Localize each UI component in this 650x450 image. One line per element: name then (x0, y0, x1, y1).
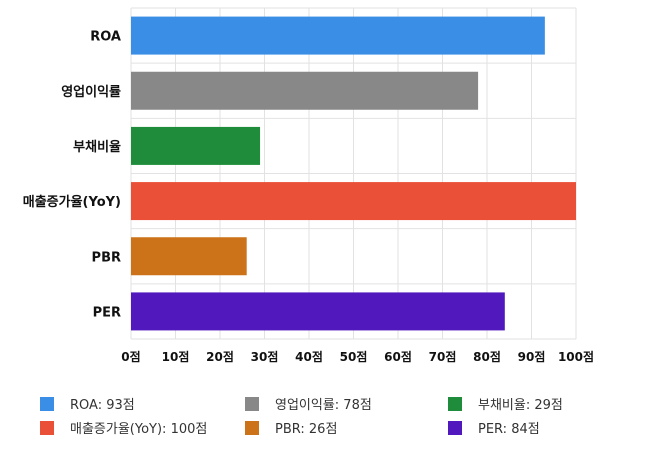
category-label: 부채비율 (73, 139, 121, 155)
x-tick-label: 80점 (473, 349, 501, 364)
legend-item: PER: 84점 (448, 418, 540, 437)
legend-label: ROA: 93점 (70, 398, 135, 413)
x-tick-label: 90점 (518, 349, 546, 364)
x-tick-label: 50점 (340, 349, 368, 364)
legend-swatch (245, 396, 259, 411)
category-label: 매출증가율(YoY) (23, 194, 121, 210)
category-label: ROA (90, 30, 121, 45)
bar (131, 71, 479, 110)
legend-swatch (245, 420, 259, 435)
category-label: PBR (92, 250, 121, 265)
bar (131, 292, 505, 331)
x-tick-label: 70점 (429, 349, 457, 364)
legend-item: 부채비율: 29점 (448, 394, 563, 413)
legend-item: 매출증가율(YoY): 100점 (40, 418, 207, 437)
legend-item: 영업이익률: 78점 (245, 394, 372, 413)
x-tick-label: 40점 (295, 349, 323, 364)
bar (131, 237, 247, 276)
x-tick-label: 20점 (206, 349, 234, 364)
bar (131, 126, 261, 165)
legend-swatch (448, 420, 462, 435)
category-label: 영업이익률 (61, 84, 121, 100)
legend-label: 매출증가율(YoY): 100점 (70, 422, 208, 437)
legend-label: PBR: 26점 (275, 422, 338, 437)
bar (131, 182, 576, 221)
bar (131, 16, 545, 55)
category-label: PER (93, 305, 121, 320)
legend-swatch (40, 420, 54, 435)
legend-swatch (40, 396, 54, 411)
legend-item: ROA: 93점 (40, 394, 135, 413)
legend-item: PBR: 26점 (245, 418, 337, 437)
legend-label: 영업이익률: 78점 (275, 398, 372, 413)
x-tick-label: 30점 (251, 349, 279, 364)
x-tick-label: 0점 (121, 349, 140, 364)
x-tick-label: 100점 (558, 349, 594, 364)
x-tick-label: 10점 (162, 349, 190, 364)
legend-swatch (448, 396, 462, 411)
x-tick-label: 60점 (384, 349, 412, 364)
legend-label: PER: 84점 (478, 422, 540, 437)
legend-label: 부채비율: 29점 (478, 398, 563, 413)
